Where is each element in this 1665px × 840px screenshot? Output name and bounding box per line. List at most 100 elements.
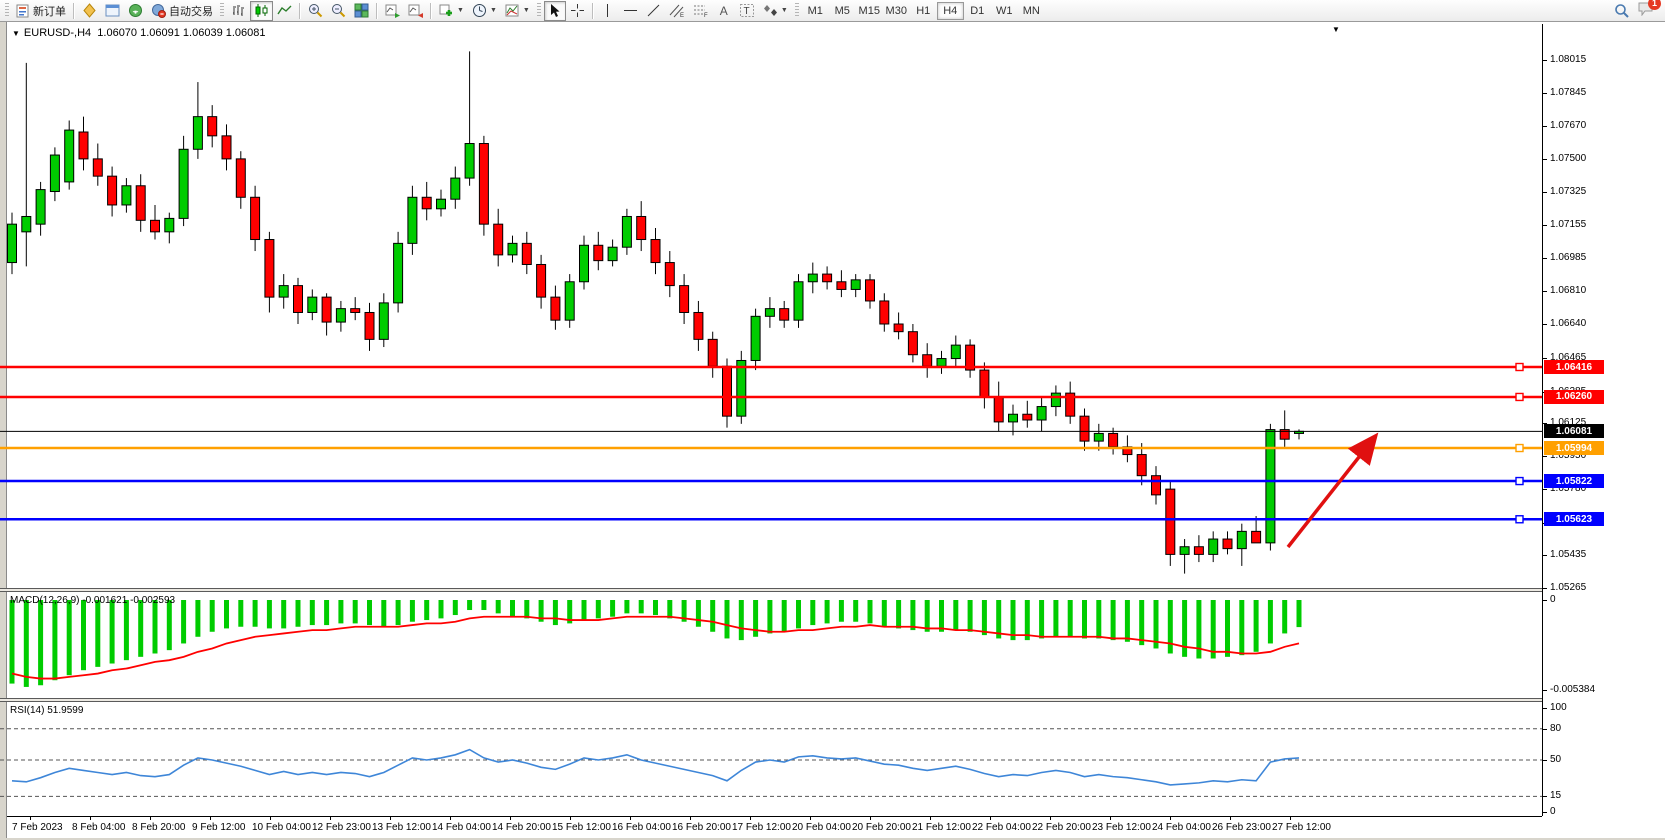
text-tool-button[interactable]: A xyxy=(713,1,735,21)
zoom-out-button[interactable] xyxy=(327,1,350,21)
trend-arrow-annotation[interactable] xyxy=(1286,432,1379,549)
text-label-tool-button[interactable]: T xyxy=(735,1,759,21)
macd-histogram-bar xyxy=(481,600,487,611)
new-order-button[interactable]: 新订单 xyxy=(12,1,70,21)
macd-histogram-bar xyxy=(552,600,558,626)
tile-windows-button[interactable] xyxy=(350,1,373,21)
cursor-tool-button[interactable] xyxy=(543,0,566,21)
line-handle[interactable] xyxy=(1515,362,1524,372)
add-indicator-button[interactable]: ▼ xyxy=(435,1,468,21)
notifications-button[interactable]: 1 xyxy=(1638,0,1661,21)
candle-body xyxy=(1165,488,1176,555)
timeframe-m5-button[interactable]: M5 xyxy=(829,2,856,20)
time-tick-label: 14 Feb 04:00 xyxy=(432,822,491,833)
timeframe-m15-button[interactable]: M15 xyxy=(856,2,883,20)
chart-candles-button[interactable] xyxy=(250,0,273,21)
macd-histogram-bar xyxy=(824,600,830,624)
candle-body xyxy=(1279,429,1290,440)
candle-body xyxy=(78,131,89,160)
macd-histogram-bar xyxy=(924,600,930,632)
candle-body xyxy=(807,273,818,283)
toolbar-grip[interactable] xyxy=(5,3,9,18)
macd-histogram-bar xyxy=(695,600,701,627)
chart-shift-button[interactable] xyxy=(404,1,427,21)
macd-histogram-bar xyxy=(1153,600,1159,649)
line-handle[interactable] xyxy=(1515,443,1524,453)
templates-button[interactable]: ▼ xyxy=(501,1,534,21)
line-handle[interactable] xyxy=(1515,392,1524,402)
main-chart-canvas[interactable] xyxy=(0,24,1542,588)
search-icon[interactable] xyxy=(1614,3,1630,19)
vertical-line-tool-button[interactable] xyxy=(597,1,619,21)
toolbar-grip[interactable] xyxy=(794,3,799,18)
dropdown-caret: ▼ xyxy=(522,7,530,14)
chart-shift-marker[interactable]: ▼ xyxy=(1332,25,1340,34)
autotrading-button[interactable]: 自动交易 xyxy=(147,1,217,21)
dropdown-caret: ▼ xyxy=(489,7,497,14)
candle-body xyxy=(1179,546,1190,555)
timeframe-m30-button[interactable]: M30 xyxy=(883,2,910,20)
price-axis[interactable]: 1.08015 1.07845 1.07670 1.07500 1.07325 1.071… xyxy=(1542,24,1665,817)
crosshair-icon xyxy=(570,4,584,17)
zoom-in-button[interactable] xyxy=(304,1,327,21)
macd-histogram-bar xyxy=(295,600,301,627)
auto-scroll-button[interactable] xyxy=(381,1,404,21)
candle-body xyxy=(893,323,904,333)
macd-histogram-bar xyxy=(781,600,787,632)
toolbar-grip[interactable] xyxy=(220,3,224,18)
horizontal-line-tool-button[interactable] xyxy=(619,1,642,21)
timeframe-h1-button[interactable]: H1 xyxy=(910,2,937,20)
arrows-tool-button[interactable]: ▼ xyxy=(759,1,792,21)
macd-pane-canvas[interactable] xyxy=(7,592,1542,698)
timeframe-h4-button[interactable]: H4 xyxy=(936,1,964,20)
candle-body xyxy=(764,308,775,317)
time-tick-mark xyxy=(30,817,31,820)
pane-separator-rsi[interactable] xyxy=(0,698,1665,702)
time-tick-mark xyxy=(810,817,811,820)
macd-histogram-bar xyxy=(452,600,458,616)
timeframe-d1-button[interactable]: D1 xyxy=(964,2,991,20)
time-axis[interactable]: 7 Feb 2023 8 Feb 04:00 8 Feb 20:00 9 Feb 12… xyxy=(7,816,1542,838)
chart-dropdown-icon[interactable]: ▼ xyxy=(12,29,20,38)
candle-body xyxy=(49,154,60,193)
line-handle[interactable] xyxy=(1515,515,1524,524)
candle-body xyxy=(593,244,604,262)
line-handle[interactable] xyxy=(1515,476,1524,486)
fibonacci-tool-button[interactable]: F xyxy=(689,1,713,21)
macd-histogram-bar xyxy=(681,600,687,622)
macd-histogram-bar xyxy=(138,600,144,657)
equidistant-channel-tool-button[interactable]: E xyxy=(665,1,689,21)
terminal-button[interactable] xyxy=(101,1,124,21)
candle-body xyxy=(650,239,661,264)
macd-histogram-bar xyxy=(853,600,859,622)
terminal-icon xyxy=(105,4,120,17)
macd-histogram-bar xyxy=(209,600,215,632)
timeframe-mn-button[interactable]: MN xyxy=(1018,2,1045,20)
crosshair-tool-button[interactable] xyxy=(566,1,589,21)
candle-body xyxy=(1008,413,1018,423)
time-tick-label: 20 Feb 20:00 xyxy=(852,822,911,833)
rsi-pane-canvas[interactable] xyxy=(0,702,1542,816)
pane-separator-macd[interactable] xyxy=(0,588,1665,592)
trendline-tool-button[interactable] xyxy=(642,1,665,21)
candle-body xyxy=(364,311,375,340)
macd-indicator-label: MACD(12,26,9) -0.001621 -0.002593 xyxy=(10,595,176,606)
strategy-tester-button[interactable] xyxy=(124,1,147,21)
macd-histogram-bar xyxy=(610,600,616,617)
candle-body xyxy=(250,196,261,241)
toolbar-grip[interactable] xyxy=(536,3,541,18)
cursor-icon xyxy=(551,4,560,17)
candle-body xyxy=(1236,530,1247,550)
macd-histogram-bar xyxy=(109,600,115,664)
chart-line-button[interactable] xyxy=(273,1,296,21)
periods-button[interactable]: ▼ xyxy=(468,1,501,21)
timeframe-w1-button[interactable]: W1 xyxy=(991,2,1018,20)
candle-body xyxy=(135,185,146,221)
price-tick-label: 1.06810 xyxy=(1542,285,1587,297)
candle-body xyxy=(521,242,532,265)
chart-bars-button[interactable] xyxy=(227,1,250,21)
timeframe-m1-button[interactable]: M1 xyxy=(802,2,829,20)
metaeditor-button[interactable] xyxy=(78,1,101,21)
candle-body xyxy=(92,158,103,177)
time-tick-label: 15 Feb 12:00 xyxy=(552,822,611,833)
